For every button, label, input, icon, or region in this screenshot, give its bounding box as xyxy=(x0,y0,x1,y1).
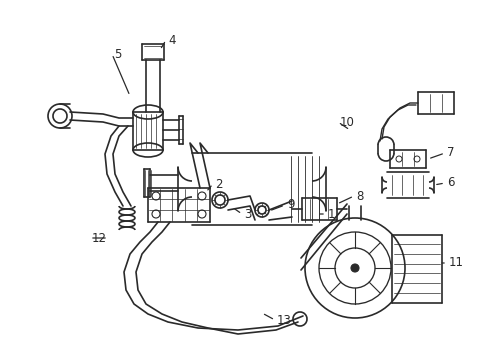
Text: 11: 11 xyxy=(448,256,463,270)
Text: 5: 5 xyxy=(114,48,121,60)
Circle shape xyxy=(395,156,401,162)
Circle shape xyxy=(198,192,205,200)
Text: 8: 8 xyxy=(355,189,363,202)
Circle shape xyxy=(350,264,358,272)
Circle shape xyxy=(305,218,404,318)
Circle shape xyxy=(152,192,160,200)
Text: 7: 7 xyxy=(446,147,453,159)
Circle shape xyxy=(198,210,205,218)
Circle shape xyxy=(334,248,374,288)
Text: 1: 1 xyxy=(327,207,335,220)
Text: 4: 4 xyxy=(168,33,175,46)
Text: 2: 2 xyxy=(215,177,222,190)
Text: 13: 13 xyxy=(276,314,291,327)
Text: 6: 6 xyxy=(446,176,453,189)
Circle shape xyxy=(318,232,390,304)
Text: 10: 10 xyxy=(339,116,354,129)
Circle shape xyxy=(413,156,419,162)
Text: 9: 9 xyxy=(286,198,294,211)
Text: 3: 3 xyxy=(244,207,251,220)
Circle shape xyxy=(152,210,160,218)
Text: 12: 12 xyxy=(92,231,107,244)
